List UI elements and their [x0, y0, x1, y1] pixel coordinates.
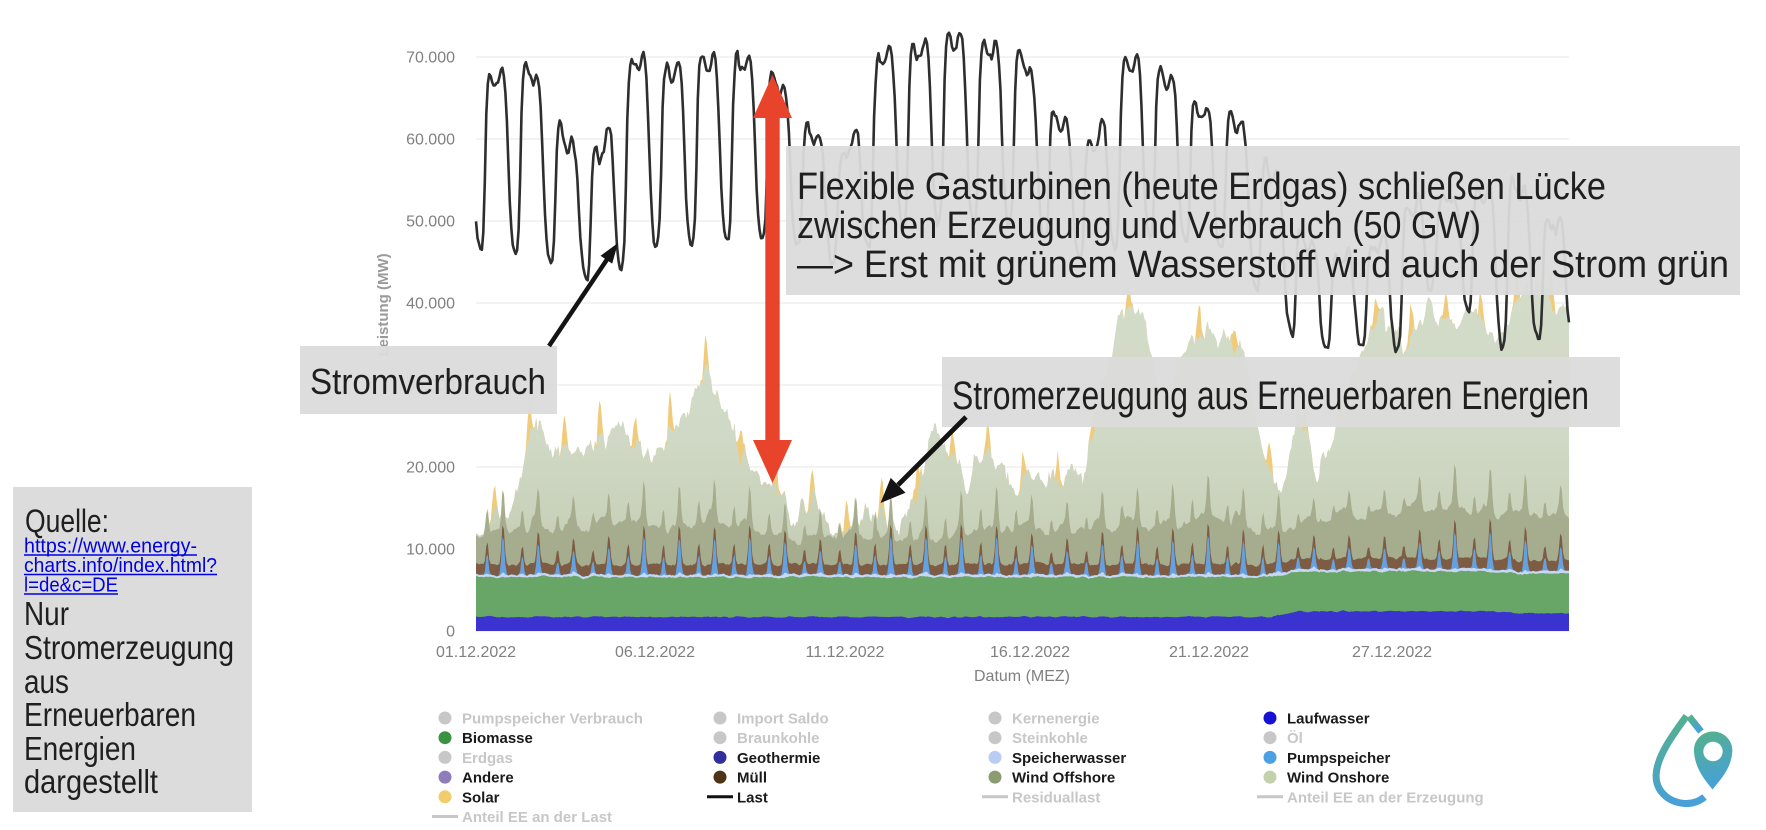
svg-text:Steinkohle: Steinkohle [1012, 730, 1088, 747]
svg-text:70.000: 70.000 [406, 50, 455, 67]
svg-text:27.12.2022: 27.12.2022 [1352, 644, 1432, 661]
svg-text:Kernenergie: Kernenergie [1012, 711, 1100, 728]
svg-text:50.000: 50.000 [406, 214, 455, 231]
svg-text:Flexible Gasturbinen (heute Er: Flexible Gasturbinen (heute Erdgas) schl… [797, 166, 1606, 208]
svg-text:Solar: Solar [462, 789, 500, 806]
svg-text:Erdgas: Erdgas [462, 750, 513, 767]
svg-text:Nur: Nur [24, 595, 69, 632]
svg-text:20.000: 20.000 [406, 460, 455, 477]
svg-text:Öl: Öl [1287, 730, 1303, 747]
svg-text:Pumpspeicher Verbrauch: Pumpspeicher Verbrauch [462, 711, 643, 728]
svg-text:01.12.2022: 01.12.2022 [436, 644, 516, 661]
svg-text:Leistung (MW): Leistung (MW) [375, 253, 392, 356]
svg-text:60.000: 60.000 [406, 132, 455, 149]
svg-text:40.000: 40.000 [406, 296, 455, 313]
svg-text:06.12.2022: 06.12.2022 [615, 644, 695, 661]
svg-text:Stromerzeugung: Stromerzeugung [24, 629, 234, 666]
svg-text:aus: aus [24, 663, 69, 700]
svg-text:zwischen Erzeugung und Verbrau: zwischen Erzeugung und Verbrauch (50 GW) [797, 205, 1481, 247]
svg-text:Braunkohle: Braunkohle [737, 730, 820, 747]
svg-text:Laufwasser: Laufwasser [1287, 711, 1370, 728]
svg-text:Datum (MEZ): Datum (MEZ) [974, 668, 1070, 685]
svg-text:Wind Offshore: Wind Offshore [1012, 770, 1115, 787]
svg-text:11.12.2022: 11.12.2022 [806, 644, 885, 661]
svg-text:Residuallast: Residuallast [1012, 789, 1100, 806]
svg-text:Anteil EE an der Erzeugung: Anteil EE an der Erzeugung [1287, 789, 1484, 806]
svg-text:Quelle:: Quelle: [25, 503, 109, 539]
svg-text:l=de&c=DE: l=de&c=DE [24, 575, 118, 597]
svg-text:10.000: 10.000 [406, 542, 455, 559]
svg-text:dargestellt: dargestellt [24, 763, 158, 800]
svg-text:Erneuerbaren: Erneuerbaren [24, 696, 196, 733]
svg-text:Müll: Müll [737, 770, 767, 787]
svg-text:0: 0 [446, 624, 455, 641]
svg-text:—> Erst mit grünem Wasserstoff: —> Erst mit grünem Wasserstoff wird auch… [797, 244, 1729, 286]
svg-text:16.12.2022: 16.12.2022 [990, 644, 1070, 661]
svg-text:Geothermie: Geothermie [737, 750, 820, 767]
svg-text:21.12.2022: 21.12.2022 [1169, 644, 1249, 661]
svg-text:Last: Last [737, 789, 768, 806]
svg-text:Andere: Andere [462, 770, 514, 787]
svg-text:Energien: Energien [24, 730, 136, 767]
svg-text:https://www.energy-: https://www.energy- [24, 536, 197, 558]
svg-text:Wind Onshore: Wind Onshore [1287, 770, 1389, 787]
svg-text:Anteil EE an der Last: Anteil EE an der Last [462, 809, 612, 826]
svg-text:Stromerzeugung aus Erneuerbare: Stromerzeugung aus Erneuerbaren Energien [952, 374, 1589, 418]
svg-text:charts.info/index.html?: charts.info/index.html? [24, 555, 217, 577]
svg-text:Speicherwasser: Speicherwasser [1012, 750, 1126, 767]
svg-text:Import Saldo: Import Saldo [737, 711, 829, 728]
svg-text:Pumpspeicher: Pumpspeicher [1287, 750, 1391, 767]
svg-text:Biomasse: Biomasse [462, 730, 533, 747]
svg-text:Stromverbrauch: Stromverbrauch [310, 361, 546, 402]
